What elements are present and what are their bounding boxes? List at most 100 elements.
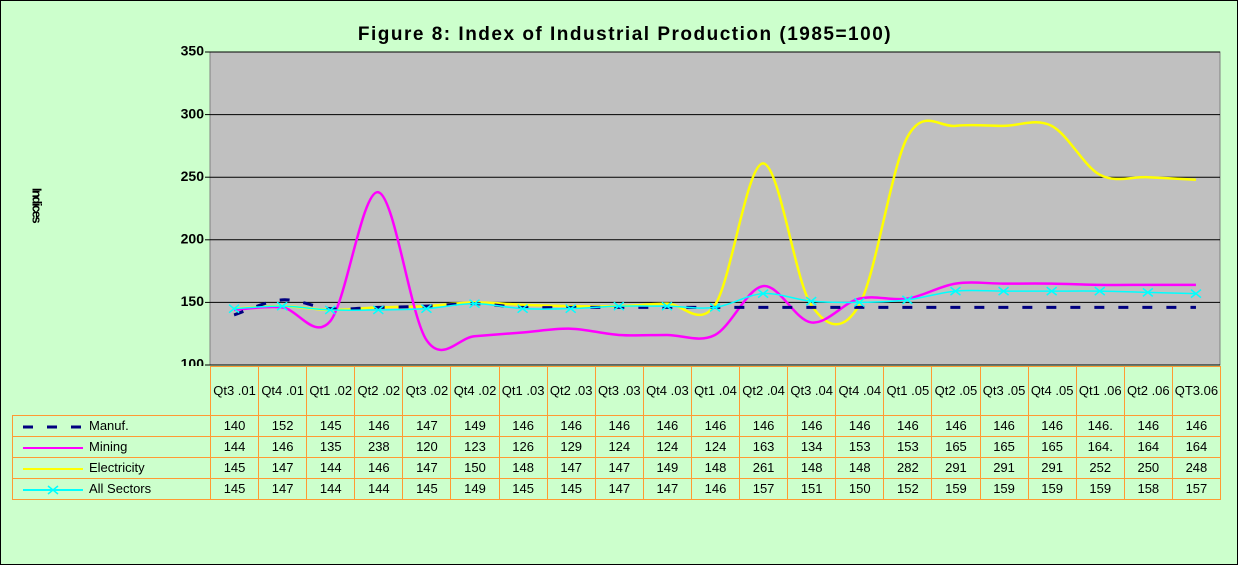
x-tick-label: Qt3 .05 [979,366,1029,416]
data-label: 146 [642,415,692,437]
series-marker [372,305,384,315]
x-tick-label: Qt4 .02 [450,366,500,416]
series-marker [757,289,769,299]
data-label: 151 [787,478,837,500]
data-label: 140 [209,415,260,437]
data-label: 147 [642,478,692,500]
x-tick-label: Qt4 .04 [835,366,885,416]
data-label: 146 [1123,415,1173,437]
x-tick-label: QT3.06 [1171,366,1221,416]
data-label: 157 [1171,478,1221,500]
data-label: 134 [787,436,837,458]
data-label: 120 [402,436,452,458]
series-marker [324,305,336,315]
series-marker [661,301,673,311]
data-label: 150 [450,457,500,479]
legend-label: Electricity [89,460,145,475]
x-tick-label: Qt1 .04 [690,366,741,416]
data-label: 146 [258,436,308,458]
series-marker [517,304,529,314]
table-row: Mining 144 146 135 238 120 123 126 129 124 124 124 1… [12,436,1221,458]
data-label: 146 [498,415,548,437]
chart-title: Figure 8: Index of Industrial Production… [358,24,892,45]
data-label: 252 [1075,457,1125,479]
y-tick-label: 150 [181,293,205,309]
x-tick-label: Qt4 .01 [258,366,308,416]
data-label: 145 [209,478,260,500]
data-label: 148 [498,457,548,479]
data-label: 123 [450,436,500,458]
x-tick-label: Qt3 .01 [209,366,260,416]
x-tick-label: Qt1 .02 [306,366,356,416]
table-row: All Sectors 145 147 144 144 145 149 145 145 147 14… [12,478,1221,500]
x-tick-label: Qt1 .06 [1075,366,1125,416]
y-tick-label: 250 [181,168,205,184]
x-tick-label: Qt3 .03 [594,366,644,416]
data-label: 164 [1171,436,1221,458]
data-label: 124 [594,436,644,458]
x-tick-label: Qt3 .04 [787,366,837,416]
y-tick-label: 100 [181,356,205,366]
series-marker [228,304,240,314]
series-marker [565,304,577,314]
data-label: 163 [739,436,789,458]
data-label: 146 [979,415,1029,437]
x-tick-label: Qt1 .03 [498,366,548,416]
legend-label: Mining [89,439,128,454]
chart: Figure 8: Index of Industrial Production… [30,24,1221,366]
data-label: 144 [306,478,356,500]
data-label: 145 [306,415,356,437]
data-label: 145 [546,478,596,500]
series-marker [469,299,480,309]
data-label: 148 [787,457,837,479]
data-label: 146. [1075,415,1125,437]
data-label: 124 [642,436,692,458]
data-label: 147 [546,457,596,479]
data-label: 159 [931,478,981,500]
data-label: 146 [354,457,404,479]
series-marker [853,297,865,307]
y-tick-label: 350 [181,43,205,59]
table-row: Manuf. 140 152 145 146 147 149 146 146 146 146 146 1… [12,415,1221,437]
data-label: 238 [354,436,404,458]
data-label: 165 [979,436,1029,458]
legend-key [23,446,83,449]
series-marker [613,301,625,311]
data-label: 158 [1123,478,1173,500]
data-label: 146 [690,478,741,500]
x-tick-label: Qt2 .05 [931,366,981,416]
data-label: 165 [1027,436,1077,458]
category-row: Qt3 .01 Qt4 .01 Qt1 .02 Qt2 .02 Qt3 .02 Qt4 .… [13,366,1221,416]
legend-entry: Electricity [12,457,211,479]
data-label: 146 [1027,415,1077,437]
blank-cell [13,367,211,416]
y-tick-label: 300 [181,105,205,121]
x-tick-label: Qt4 .03 [642,366,692,416]
data-table: Qt3 .01 Qt4 .01 Qt1 .02 Qt2 .02 Qt3 .02 Qt4 .… [12,366,1221,500]
data-label: 148 [835,457,885,479]
plot-area [209,51,1221,366]
data-label: 146 [883,415,933,437]
data-label: 145 [209,457,260,479]
data-label: 147 [258,457,308,479]
data-label: 144 [354,478,404,500]
legend-label: Manuf. [89,418,129,433]
x-tick-label: Qt4 .05 [1027,366,1077,416]
data-label: 164. [1075,436,1125,458]
data-label: 248 [1171,457,1221,479]
data-label: 146 [690,415,741,437]
data-label: 147 [258,478,308,500]
data-label: 146 [1171,415,1221,437]
series-line [233,190,1196,352]
data-label: 291 [979,457,1029,479]
series-marker [420,304,432,314]
data-label: 144 [306,457,356,479]
x-tick-label: Qt2 .03 [546,366,596,416]
data-label: 149 [450,478,500,500]
series-line [233,119,1197,326]
data-label: 164 [1123,436,1173,458]
data-label: 152 [883,478,933,500]
series-marker [901,295,913,305]
legend-key [23,484,83,495]
y-tick-label: 200 [181,231,205,247]
